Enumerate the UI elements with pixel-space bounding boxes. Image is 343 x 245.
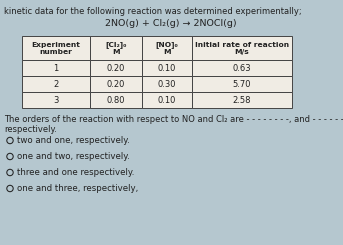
- Bar: [90, 92, 142, 108]
- Text: 0.10: 0.10: [158, 96, 176, 105]
- Text: one and three, respectively,: one and three, respectively,: [17, 184, 138, 193]
- Bar: [192, 92, 292, 108]
- Bar: [22, 36, 90, 60]
- Text: 1: 1: [54, 63, 59, 73]
- Bar: [90, 76, 142, 92]
- Bar: [192, 76, 292, 92]
- Bar: [90, 60, 142, 76]
- Text: Initial rate of reaction
M/s: Initial rate of reaction M/s: [195, 41, 289, 54]
- Text: respectively.: respectively.: [4, 125, 57, 134]
- Text: 2: 2: [54, 79, 59, 88]
- Text: 2.58: 2.58: [233, 96, 251, 105]
- Bar: [142, 92, 192, 108]
- Text: 0.30: 0.30: [158, 79, 176, 88]
- Text: 0.20: 0.20: [107, 79, 125, 88]
- Text: kinetic data for the following reaction was determined experimentally;: kinetic data for the following reaction …: [4, 7, 301, 16]
- Text: The orders of the reaction with respect to NO and Cl₂ are - - - - - - - -, and -: The orders of the reaction with respect …: [4, 115, 343, 124]
- Text: 0.63: 0.63: [233, 63, 251, 73]
- Text: Experiment
number: Experiment number: [32, 41, 81, 54]
- Text: 3: 3: [53, 96, 59, 105]
- Bar: [142, 76, 192, 92]
- Text: 0.80: 0.80: [107, 96, 125, 105]
- Text: [NO]₀
M: [NO]₀ M: [156, 41, 178, 55]
- Bar: [142, 60, 192, 76]
- Bar: [22, 92, 90, 108]
- Text: two and one, respectively.: two and one, respectively.: [17, 136, 130, 145]
- Bar: [192, 60, 292, 76]
- Text: 5.70: 5.70: [233, 79, 251, 88]
- Text: 2NO(g) + Cl₂(g) → 2NOCl(g): 2NO(g) + Cl₂(g) → 2NOCl(g): [105, 19, 237, 28]
- Text: three and one respectively.: three and one respectively.: [17, 168, 134, 177]
- Text: 0.10: 0.10: [158, 63, 176, 73]
- Bar: [142, 36, 192, 60]
- Bar: [90, 36, 142, 60]
- Bar: [22, 76, 90, 92]
- Text: [Cl₂]₀
M: [Cl₂]₀ M: [105, 41, 127, 55]
- Text: one and two, respectively.: one and two, respectively.: [17, 152, 130, 161]
- Bar: [192, 36, 292, 60]
- Text: 0.20: 0.20: [107, 63, 125, 73]
- Bar: [22, 60, 90, 76]
